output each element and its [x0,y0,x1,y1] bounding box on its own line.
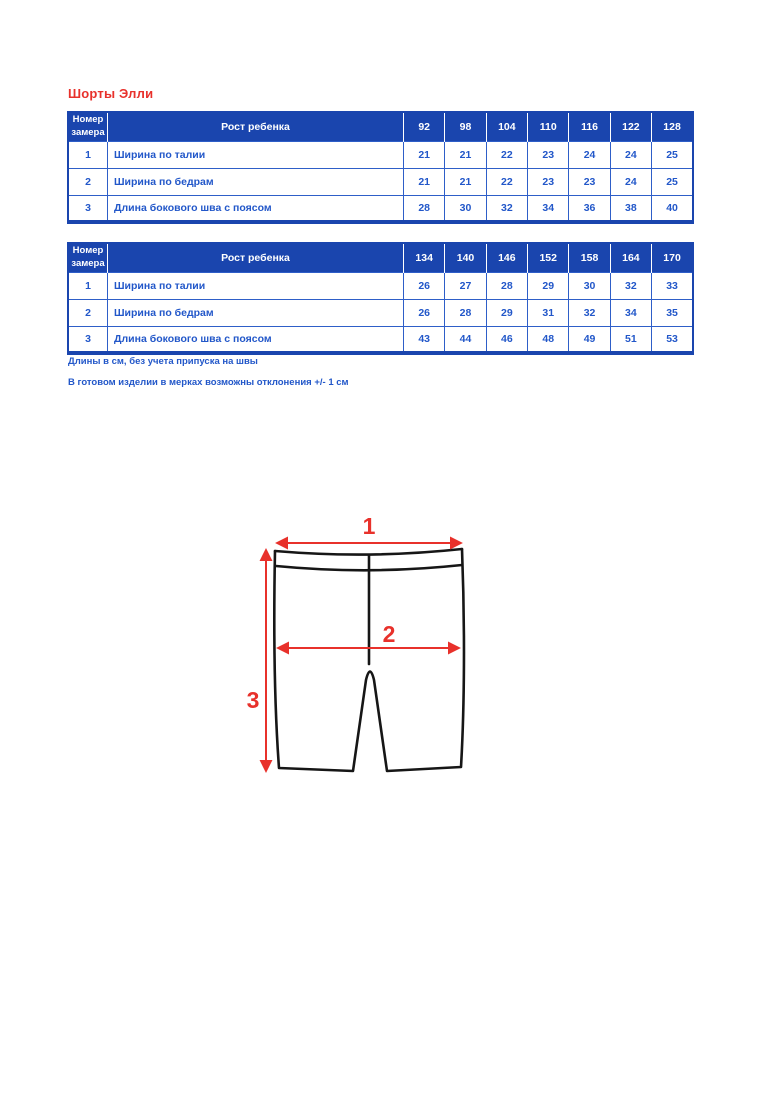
measure-value: 46 [486,325,529,353]
note-units: Длины в см, без учета припуска на швы [68,356,258,367]
measure-value: 25 [651,140,693,168]
measure-value: 53 [651,325,693,353]
measure-value: 21 [403,167,446,195]
header-size-152: 152 [527,243,570,272]
measure-label: Ширина по бедрам [107,167,404,195]
measure-value: 34 [610,298,653,326]
header-child-height: Рост ребенка [107,243,404,272]
header-size-170: 170 [651,243,693,272]
measure-value: 27 [444,271,487,299]
measure-value: 24 [610,167,653,195]
measure-number: 3 [68,325,108,353]
header-size-98: 98 [444,112,487,141]
header-row: Номер замера Рост ребенка 92 98 104 110 116 122… [68,112,693,141]
measure-value: 44 [444,325,487,353]
size-table-92-128: Номер замера Рост ребенка 92 98 104 110 116 122… [67,111,694,224]
measure-value: 22 [486,167,529,195]
measure-value: 21 [444,167,487,195]
measure-value: 51 [610,325,653,353]
measure-value: 28 [403,194,446,222]
shorts-outline [273,547,466,773]
measure-value: 32 [568,298,611,326]
table-row: 2 Ширина по бедрам 26 28 29 31 32 34 35 [68,298,693,326]
header-measure-number: Номер замера [68,112,108,141]
measure-value: 23 [568,167,611,195]
shorts-body-outline [273,547,466,773]
header-size-128: 128 [651,112,693,141]
measure-value: 35 [651,298,693,326]
measure-value: 29 [527,271,570,299]
shorts-waist-top-line [273,547,464,556]
measure-number: 1 [68,140,108,168]
measure-value: 26 [403,271,446,299]
measure-value: 21 [403,140,446,168]
header-measure-number: Номер замера [68,243,108,272]
header-size-104: 104 [486,112,529,141]
measure-value: 23 [527,140,570,168]
header-size-116: 116 [568,112,611,141]
measure-label: Длина бокового шва с поясом [107,325,404,353]
measure-value: 49 [568,325,611,353]
side-length-label: 3 [247,687,260,713]
header-size-110: 110 [527,112,570,141]
header-child-height: Рост ребенка [107,112,404,141]
measure-value: 32 [486,194,529,222]
header-size-164: 164 [610,243,653,272]
measure-value: 21 [444,140,487,168]
header-size-158: 158 [568,243,611,272]
table-row: 3 Длина бокового шва с поясом 28 30 32 34 36 38… [68,194,693,222]
measure-value: 31 [527,298,570,326]
measure-value: 32 [610,271,653,299]
hip-width-label: 2 [383,621,396,647]
header-size-140: 140 [444,243,487,272]
measure-number: 3 [68,194,108,222]
header-size-134: 134 [403,243,446,272]
measure-value: 48 [527,325,570,353]
measure-value: 36 [568,194,611,222]
measure-value: 28 [444,298,487,326]
header-size-92: 92 [403,112,446,141]
header-size-146: 146 [486,243,529,272]
measure-number: 2 [68,298,108,326]
measure-value: 33 [651,271,693,299]
measure-value: 34 [527,194,570,222]
measure-value: 24 [568,140,611,168]
header-row: Номер замера Рост ребенка 134 140 146 152 158 1… [68,243,693,272]
measure-value: 23 [527,167,570,195]
measure-value: 24 [610,140,653,168]
measure-value: 29 [486,298,529,326]
measure-number: 2 [68,167,108,195]
table-row: 1 Ширина по талии 21 21 22 23 24 24 25 [68,140,693,168]
measure-label: Ширина по талии [107,271,404,299]
measure-value: 28 [486,271,529,299]
measure-value: 22 [486,140,529,168]
page-title: Шорты Элли [68,86,154,101]
measure-value: 43 [403,325,446,353]
measure-value: 30 [568,271,611,299]
measure-value: 38 [610,194,653,222]
measure-label: Длина бокового шва с поясом [107,194,404,222]
measure-value: 40 [651,194,693,222]
table-row: 3 Длина бокового шва с поясом 43 44 46 48 49 51… [68,325,693,353]
table-row: 2 Ширина по бедрам 21 21 22 23 23 24 25 [68,167,693,195]
measure-value: 26 [403,298,446,326]
size-table-134-170: Номер замера Рост ребенка 134 140 146 152 158 1… [67,242,694,355]
measure-value: 30 [444,194,487,222]
note-tolerance: В готовом изделии в мерках возможны откл… [68,377,349,388]
waist-width-label: 1 [363,513,376,539]
measure-value: 25 [651,167,693,195]
measure-label: Ширина по талии [107,140,404,168]
measure-label: Ширина по бедрам [107,298,404,326]
measure-number: 1 [68,271,108,299]
table-row: 1 Ширина по талии 26 27 28 29 30 32 33 [68,271,693,299]
header-size-122: 122 [610,112,653,141]
shorts-diagram: 1 2 3 [247,513,466,773]
